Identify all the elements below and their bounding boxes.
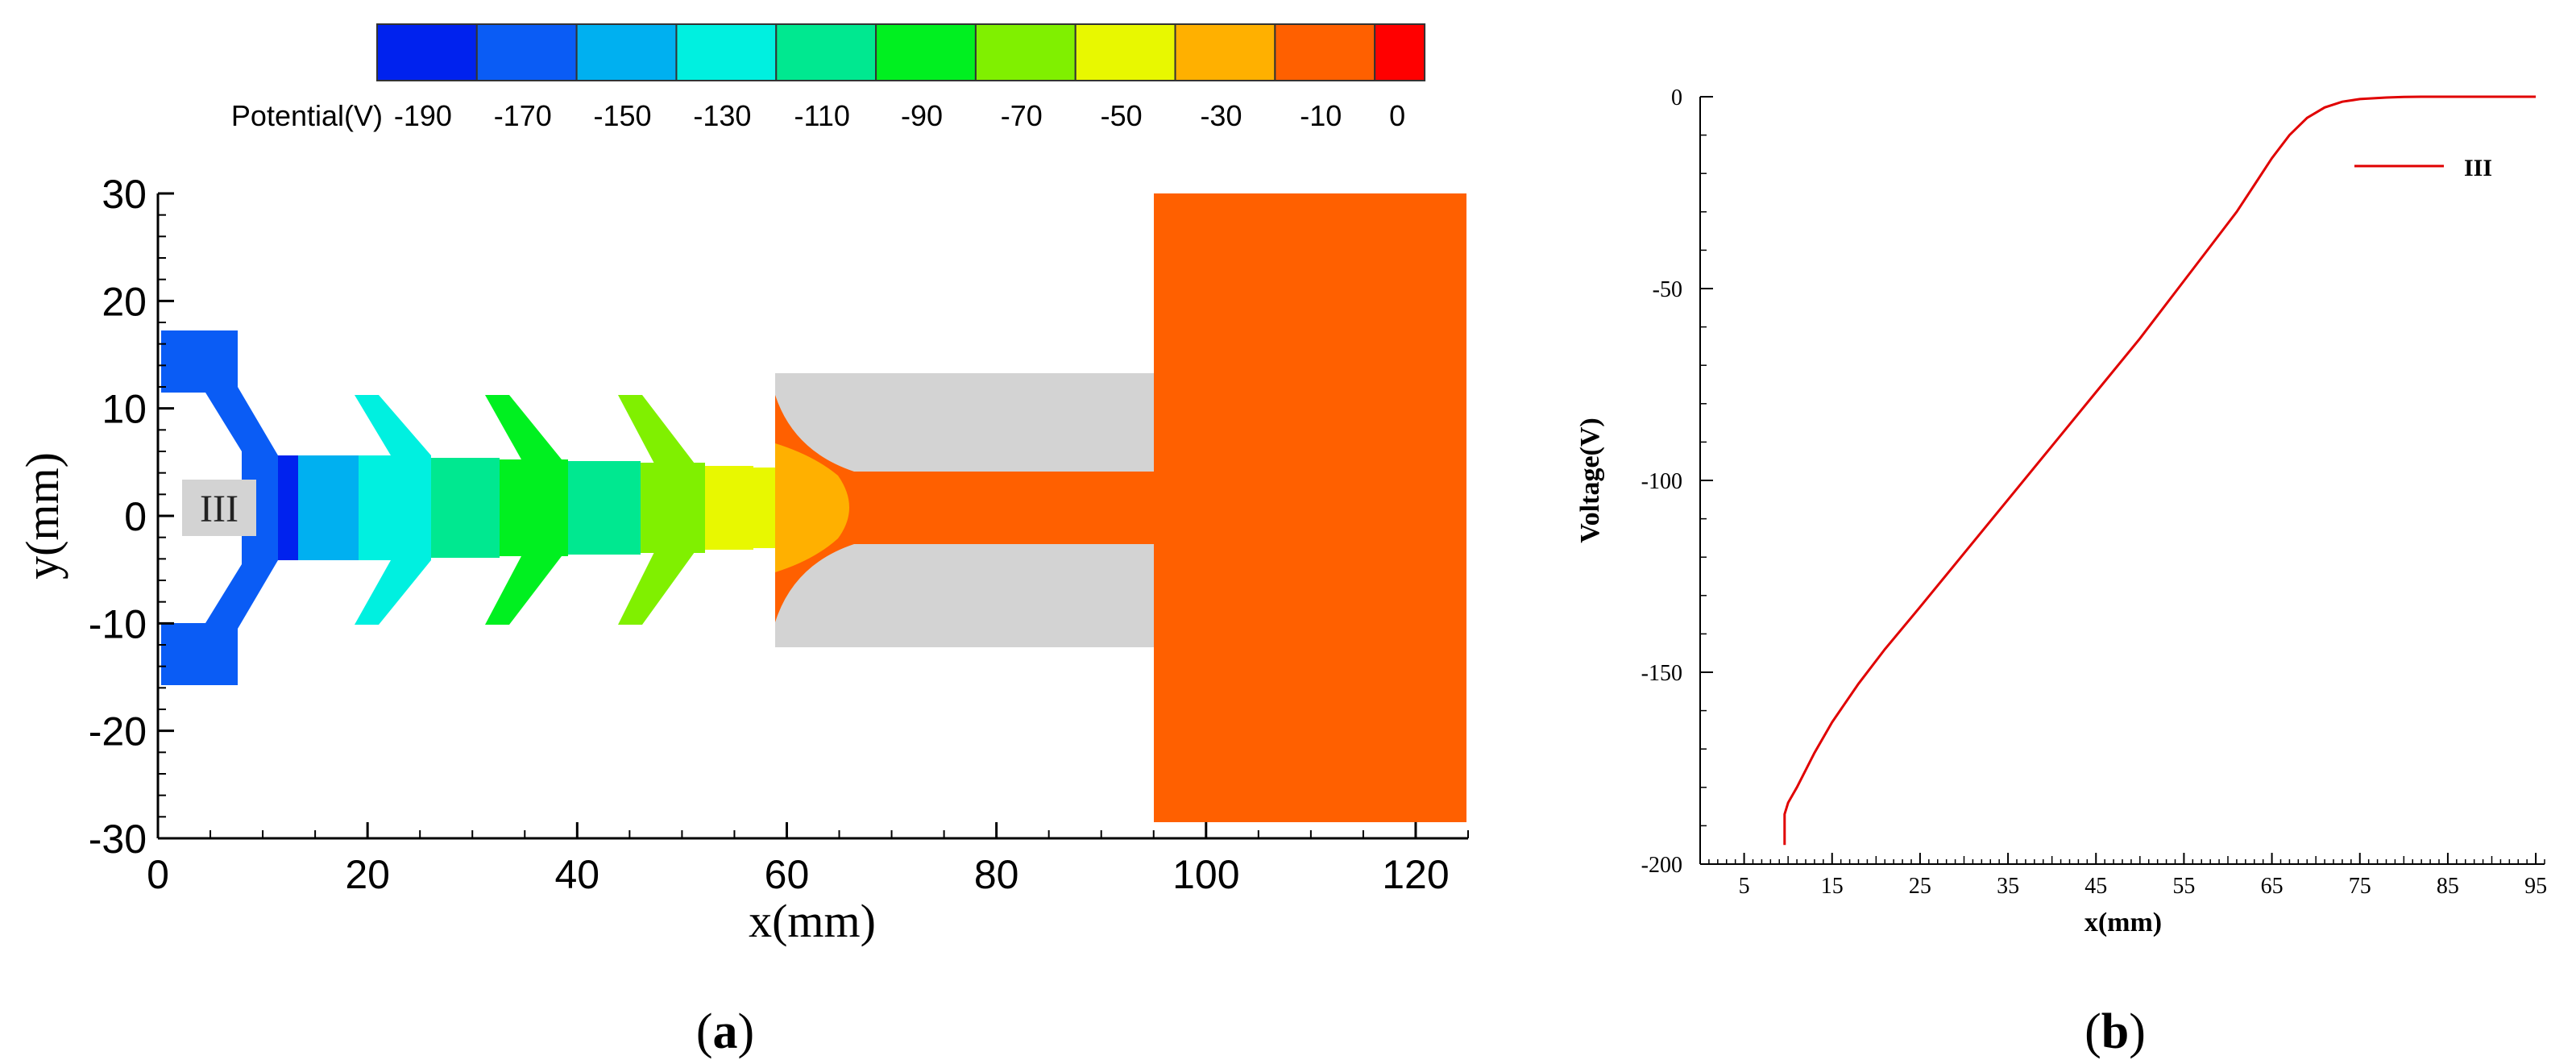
panel-a-letter: a (713, 1004, 738, 1059)
channel-seg-4 (431, 458, 500, 558)
colorbar-title: Potential(V) (231, 99, 383, 132)
colorbar-tick-label: -10 (1300, 99, 1342, 132)
panel-b-caption: (b) (2084, 1004, 2146, 1059)
y-tick-label: 30 (102, 172, 147, 217)
colorbar-swatch (875, 23, 977, 81)
b-x-tick-label: 5 (1739, 874, 1750, 899)
colorbar-swatch (675, 23, 778, 81)
panel-a-field-map: Potential(V) -190 -170 -150 -130 -110 -90 -70-… (16, 23, 1469, 1059)
electrode-fin-2 (485, 395, 562, 625)
b-x-tick-label: 55 (2172, 874, 2195, 899)
x-tick-label: 20 (345, 852, 390, 897)
colorbar-tick-label: 0 (1389, 99, 1405, 132)
colorbar-swatch (575, 23, 678, 81)
channel-seg-6 (568, 461, 641, 555)
y-tick-label: -30 (89, 817, 147, 862)
colorbar-tick-label: -30 (1200, 99, 1242, 132)
panel-a-caption: (a) (696, 1004, 754, 1059)
x-tick-label: 80 (974, 852, 1019, 897)
colorbar-tick-label: -50 (1101, 99, 1143, 132)
orange-channel (854, 472, 1154, 544)
x-tick-label: 40 (555, 852, 600, 897)
b-x-axis-label: x(mm) (2084, 908, 2162, 937)
amber-tip (775, 443, 849, 572)
colorbar-tick-label: -170 (494, 99, 552, 132)
colorbar-tick-label: -130 (693, 99, 751, 132)
panel-b-voltage-plot: 5 15 25 35 45 55 65 75 85 95 0 -50 -100 -150 -200 III… (1575, 85, 2547, 1059)
colorbar-tick-label: -190 (394, 99, 452, 132)
x-tick-label: 120 (1382, 852, 1449, 897)
y-axis-label: y(mm) (16, 452, 68, 580)
electrode-III (161, 330, 278, 685)
colorbar (376, 23, 1426, 81)
y-tick-label: -20 (89, 709, 147, 754)
electrode-fin-1 (355, 395, 431, 625)
y-axis-ticks: 30 20 10 0 -10 -20 -30 (89, 172, 174, 862)
y-tick-label: 20 (102, 279, 147, 324)
b-x-tick-label: 95 (2524, 874, 2547, 899)
colorbar-swatch (1374, 23, 1426, 81)
series-line-III (1783, 95, 2537, 846)
b-x-tick-label: 45 (2084, 874, 2107, 899)
colorbar-swatch (1274, 23, 1376, 81)
b-x-tick-label: 15 (1821, 874, 1844, 899)
panel-b-letter: b (2101, 1004, 2129, 1059)
y-tick-label: -10 (89, 601, 147, 646)
b-y-tick-label: -200 (1641, 853, 1682, 878)
x-tick-label: 0 (147, 852, 169, 897)
colorbar-tick-label: -90 (901, 99, 943, 132)
anode-block (1154, 193, 1466, 822)
colorbar-swatch (974, 23, 1076, 81)
b-x-axis-ticks: 5 15 25 35 45 55 65 75 85 95 (1708, 853, 2547, 899)
b-y-tick-label: -50 (1653, 277, 1682, 302)
b-y-axis-label: Voltage(V) (1575, 418, 1605, 543)
b-x-tick-label: 75 (2349, 874, 2371, 899)
b-x-tick-label: 65 (2261, 874, 2284, 899)
channel-seg-9 (753, 468, 775, 548)
channel-seg-2 (298, 455, 359, 560)
region-label-box (182, 480, 256, 536)
b-x-tick-label: 85 (2437, 874, 2459, 899)
x-tick-label: 60 (765, 852, 810, 897)
legend-label-III: III (2464, 155, 2492, 181)
b-x-tick-label: 35 (1997, 874, 2019, 899)
x-tick-label: 100 (1172, 852, 1239, 897)
y-tick-label: 0 (124, 494, 147, 539)
colorbar-swatch (475, 23, 578, 81)
channel-seg-1 (278, 455, 298, 560)
x-axis-label: x(mm) (749, 895, 876, 947)
x-axis-ticks: 0 20 40 60 80 100 120 (147, 822, 1469, 897)
colorbar-swatch (1074, 23, 1176, 81)
colorbar-swatch (1174, 23, 1276, 81)
channel-seg-8 (705, 466, 753, 550)
colorbar-swatch (376, 23, 478, 81)
region-label: III (200, 488, 239, 530)
b-y-tick-label: -100 (1641, 469, 1682, 494)
y-tick-label: 10 (102, 387, 147, 432)
b-x-tick-label: 25 (1909, 874, 1931, 899)
electrode-fin-3 (618, 395, 695, 625)
colorbar-swatch (775, 23, 877, 81)
b-y-axis-ticks: 0 -50 -100 -150 -200 (1641, 85, 1713, 878)
colorbar-tick-label: -110 (794, 99, 849, 132)
b-y-tick-label: -150 (1641, 661, 1682, 686)
b-y-tick-label: 0 (1671, 85, 1682, 110)
colorbar-tick-label: -150 (594, 99, 652, 132)
colorbar-tick-label: -70 (1001, 99, 1043, 132)
colorbar-tick-labels: -190 -170 -150 -130 -110 -90 -70 -50 -30 -10 0 (394, 99, 1405, 132)
potential-field-regions: III (161, 193, 1466, 822)
